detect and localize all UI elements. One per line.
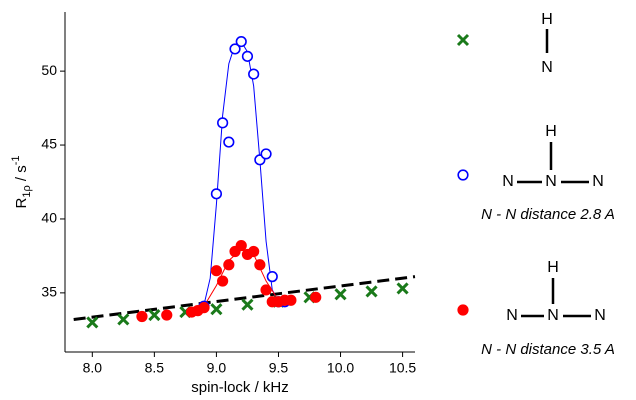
x-tick-label: 10.0 bbox=[327, 360, 354, 376]
y-axis-label-part: 1ρ bbox=[21, 185, 33, 197]
x-tick-label: 8.5 bbox=[145, 360, 165, 376]
y-tick-label: 35 bbox=[41, 284, 57, 300]
point bbox=[241, 50, 254, 62]
fit-line bbox=[191, 40, 291, 310]
molecule-diagrams bbox=[517, 29, 591, 318]
point bbox=[365, 285, 378, 298]
point bbox=[456, 33, 470, 47]
x-marker bbox=[86, 316, 99, 329]
atom-label: N bbox=[541, 59, 553, 76]
point bbox=[223, 136, 235, 148]
atom-label: N bbox=[545, 173, 557, 190]
point bbox=[161, 309, 173, 321]
point bbox=[117, 313, 130, 326]
x-tick-label: 9.5 bbox=[269, 360, 289, 376]
atom-label: H bbox=[547, 259, 559, 276]
point bbox=[235, 239, 247, 252]
point bbox=[217, 117, 229, 129]
atom-label: N bbox=[506, 307, 518, 324]
point bbox=[86, 316, 99, 329]
x-marker bbox=[456, 33, 470, 47]
y-tick-label: 50 bbox=[41, 62, 57, 78]
x-marker bbox=[396, 282, 409, 295]
point bbox=[457, 304, 469, 316]
point bbox=[260, 148, 272, 160]
fit-line bbox=[73, 275, 416, 321]
x-marker bbox=[365, 285, 378, 298]
point bbox=[198, 302, 210, 314]
point bbox=[241, 298, 254, 311]
x-marker bbox=[241, 298, 254, 311]
point bbox=[223, 259, 235, 271]
atom-label: N bbox=[592, 173, 604, 190]
point bbox=[210, 188, 223, 200]
atom-label: N bbox=[594, 307, 606, 324]
legend-label: N - N distance 3.5 A bbox=[481, 341, 615, 358]
point bbox=[235, 35, 247, 48]
y-tick-label: 45 bbox=[41, 136, 57, 152]
point bbox=[248, 68, 260, 80]
point bbox=[254, 259, 266, 271]
y-tick-label: 40 bbox=[41, 210, 57, 226]
y-axis-label-part: -1 bbox=[10, 155, 22, 165]
point bbox=[285, 294, 297, 306]
point bbox=[136, 310, 148, 323]
atom-label: N bbox=[502, 173, 514, 190]
legend-label: N - N distance 2.8 A bbox=[481, 206, 615, 223]
x-tick-label: 9.0 bbox=[207, 360, 227, 376]
x-marker bbox=[148, 308, 161, 322]
y-axis-label-part: / s bbox=[13, 165, 30, 185]
point bbox=[229, 43, 241, 55]
point bbox=[248, 245, 260, 258]
x-marker bbox=[117, 313, 130, 326]
point bbox=[260, 284, 272, 296]
point bbox=[457, 169, 469, 181]
atom-label: H bbox=[545, 123, 557, 140]
y-axis-label-part: R bbox=[13, 198, 30, 209]
x-tick-label: 8.0 bbox=[83, 360, 103, 376]
x-axis-label: spin-lock / kHz bbox=[191, 379, 289, 396]
x-marker bbox=[334, 288, 347, 301]
point bbox=[396, 282, 409, 295]
point bbox=[334, 288, 347, 301]
atom-label: N bbox=[547, 307, 559, 324]
point bbox=[217, 275, 229, 287]
y-axis-label: R1ρ / s-1 bbox=[10, 155, 33, 208]
point bbox=[310, 291, 322, 303]
point bbox=[148, 308, 161, 322]
point bbox=[210, 265, 223, 277]
x-marker bbox=[210, 303, 223, 316]
point bbox=[266, 271, 278, 283]
atom-label: H bbox=[541, 11, 553, 28]
point bbox=[210, 303, 223, 316]
x-tick-label: 10.5 bbox=[389, 360, 416, 376]
